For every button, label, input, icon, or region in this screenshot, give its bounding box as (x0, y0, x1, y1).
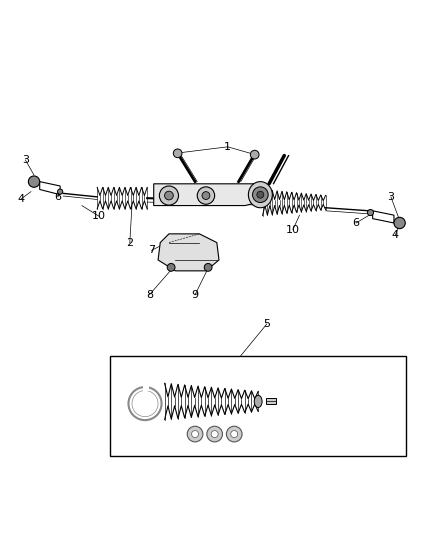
Text: 1: 1 (224, 142, 231, 152)
Text: 6: 6 (54, 192, 61, 202)
Circle shape (207, 426, 223, 442)
Bar (266, 398, 276, 405)
Text: 9: 9 (191, 290, 198, 300)
Ellipse shape (254, 395, 262, 408)
Circle shape (204, 263, 212, 271)
Bar (143, 384, 149, 391)
Text: 5: 5 (263, 319, 270, 329)
Circle shape (231, 431, 238, 438)
Circle shape (257, 191, 264, 198)
Circle shape (28, 176, 40, 187)
Text: 8: 8 (146, 290, 153, 300)
Circle shape (226, 426, 242, 442)
Text: 3: 3 (388, 192, 394, 202)
Circle shape (394, 217, 405, 229)
Polygon shape (154, 184, 262, 206)
Circle shape (165, 191, 173, 200)
Circle shape (191, 431, 198, 438)
Circle shape (202, 192, 210, 199)
Text: 2: 2 (126, 238, 133, 247)
Circle shape (173, 149, 182, 158)
Text: 10: 10 (92, 212, 106, 221)
Circle shape (253, 187, 268, 203)
Text: 3: 3 (22, 155, 29, 165)
Text: 6: 6 (353, 218, 360, 228)
Circle shape (251, 150, 259, 159)
Text: 4: 4 (18, 194, 25, 204)
Circle shape (57, 189, 63, 194)
Circle shape (187, 426, 203, 442)
Ellipse shape (248, 182, 272, 208)
Text: 4: 4 (392, 230, 399, 240)
Text: 10: 10 (286, 224, 300, 235)
Bar (110, 356, 406, 456)
Circle shape (159, 186, 179, 205)
Circle shape (367, 209, 374, 215)
Text: 7: 7 (148, 245, 155, 255)
Circle shape (197, 187, 215, 204)
Circle shape (167, 263, 175, 271)
Polygon shape (158, 234, 219, 271)
Circle shape (211, 431, 218, 438)
